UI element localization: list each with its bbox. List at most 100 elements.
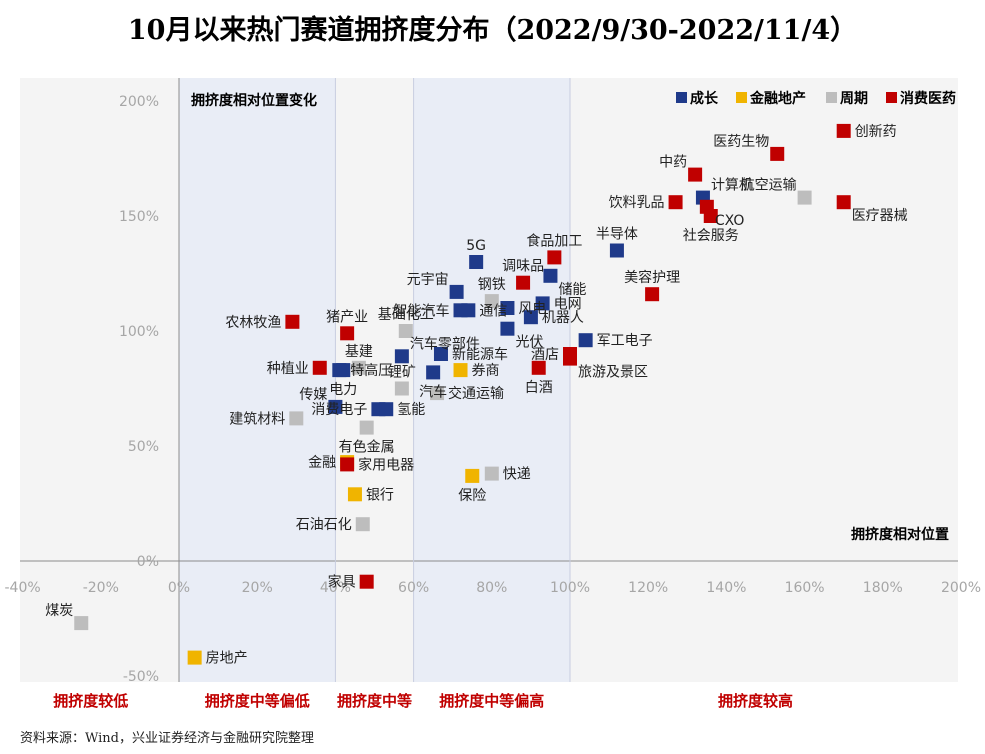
zone-label: 拥挤度中等偏高 — [439, 692, 544, 710]
point-label: 保险 — [458, 488, 486, 504]
legend-label: 成长 — [690, 90, 719, 107]
point-label: 有色金属 — [339, 439, 395, 456]
point-label: 5G — [466, 238, 486, 254]
point-光伏 — [500, 321, 515, 336]
point-快递 — [484, 466, 499, 481]
point-label: 医药生物 — [713, 134, 769, 150]
point-传媒 — [328, 399, 343, 414]
point-新能源车 — [433, 347, 448, 361]
point-label: 饮料乳品 — [609, 195, 665, 211]
y-tick-label: 150% — [119, 209, 159, 225]
legend-swatch — [736, 92, 747, 103]
point-旅游及景区 — [563, 351, 577, 366]
zone-label: 拥挤度较低 — [53, 692, 128, 710]
y-tick-label: 0% — [137, 554, 159, 570]
point-元宇宙 — [449, 284, 464, 299]
legend-label: 周期 — [840, 91, 868, 107]
point-label: 中药 — [659, 155, 687, 171]
point-特高压 — [332, 363, 347, 378]
point-石油石化 — [355, 517, 370, 532]
point-基建 — [351, 360, 366, 375]
point-label: 家用电器 — [358, 456, 414, 473]
y-tick-label: 100% — [119, 324, 159, 340]
point-农林牧渔 — [285, 314, 300, 329]
point-label: 储能 — [558, 282, 586, 298]
point-label: 半导体 — [596, 227, 638, 243]
x-axis-title: 拥挤度相对位置 — [851, 526, 949, 543]
legend-swatch — [886, 92, 897, 103]
point-label: 基础化工 — [378, 306, 434, 323]
point-航空运输 — [797, 190, 812, 205]
point-label: 电网 — [554, 296, 582, 312]
data-points — [74, 123, 851, 665]
reference-lines — [20, 78, 958, 682]
point-煤炭 — [74, 616, 89, 631]
point-储能 — [543, 268, 558, 283]
point-label: 电力 — [329, 382, 357, 398]
point-5G — [469, 255, 484, 269]
point-label: 煤炭 — [45, 603, 73, 619]
y-tick-label: 50% — [128, 439, 159, 455]
y-tick-label: -50% — [123, 669, 159, 685]
point-社会服务 — [703, 209, 718, 223]
point-创新药 — [836, 123, 851, 138]
point-label: 猪产业 — [326, 309, 368, 325]
source-note: 资料来源：Wind，兴业证券经济与金融研究院整理 — [20, 731, 314, 746]
x-tick-label: 20% — [242, 580, 273, 596]
y-axis-title: 拥挤度相对位置变化 — [191, 92, 317, 109]
point-label: 房地产 — [206, 651, 248, 667]
zone-label: 拥挤度中等偏低 — [205, 692, 310, 710]
point-label: 石油石化 — [296, 517, 352, 533]
zone-band — [413, 78, 570, 682]
point-家用电器 — [340, 457, 355, 472]
point-银行 — [347, 487, 362, 502]
x-tick-label: 180% — [863, 580, 903, 596]
point-label: 酒店 — [531, 347, 559, 363]
point-label: 消费电子 — [311, 402, 367, 418]
point-label: 金融 — [308, 455, 336, 471]
point-label: 创新药 — [855, 124, 897, 140]
point-保险 — [465, 468, 480, 483]
point-label: 新能源车 — [452, 346, 508, 363]
point-label: 光伏 — [515, 335, 543, 351]
point-label: CXO — [715, 213, 745, 229]
point-基础化工 — [398, 324, 413, 338]
y-tick-label: 200% — [119, 94, 159, 110]
point-饮料乳品 — [668, 195, 683, 210]
point-汽车零部件 — [394, 349, 409, 364]
point-房地产 — [187, 650, 202, 665]
point-风电 — [500, 301, 515, 315]
y-tick-labels: -50% 0% 50% 100% 150% 200% — [119, 94, 159, 685]
zone-label: 拥挤度中等 — [337, 692, 412, 710]
x-tick-label: 200% — [941, 580, 981, 596]
point-锂矿 — [394, 381, 409, 396]
x-tick-label: 160% — [785, 580, 825, 596]
point-label: 银行 — [366, 487, 394, 503]
point-label: 快递 — [503, 467, 531, 483]
point-label: 氢能 — [397, 402, 425, 418]
x-tick-label: 0% — [168, 580, 190, 596]
point-交通运输 — [430, 386, 445, 401]
x-tick-label: 140% — [706, 580, 746, 596]
point-白酒 — [531, 360, 546, 375]
point-label: 特高压 — [350, 362, 392, 379]
legend-swatch — [676, 92, 687, 103]
point-label: 汽车零部件 — [410, 335, 480, 352]
point-label: 通信 — [479, 303, 507, 319]
point-通信 — [461, 303, 476, 318]
x-tick-label: -20% — [83, 580, 119, 596]
point-label: 元宇宙 — [407, 272, 449, 288]
point-机器人 — [523, 310, 538, 325]
point-医药生物 — [770, 146, 785, 161]
point-食品加工 — [547, 250, 562, 265]
point-label: 传媒 — [299, 387, 327, 403]
point-氢能 — [379, 402, 394, 417]
point-中药 — [688, 167, 703, 182]
point-label: 调味品 — [502, 259, 544, 275]
point-label: 智能汽车 — [394, 302, 450, 319]
point-label: 农林牧渔 — [225, 315, 281, 331]
point-label: 旅游及景区 — [578, 365, 648, 381]
point-label: 社会服务 — [683, 228, 739, 244]
point-label: 交通运输 — [448, 385, 504, 402]
